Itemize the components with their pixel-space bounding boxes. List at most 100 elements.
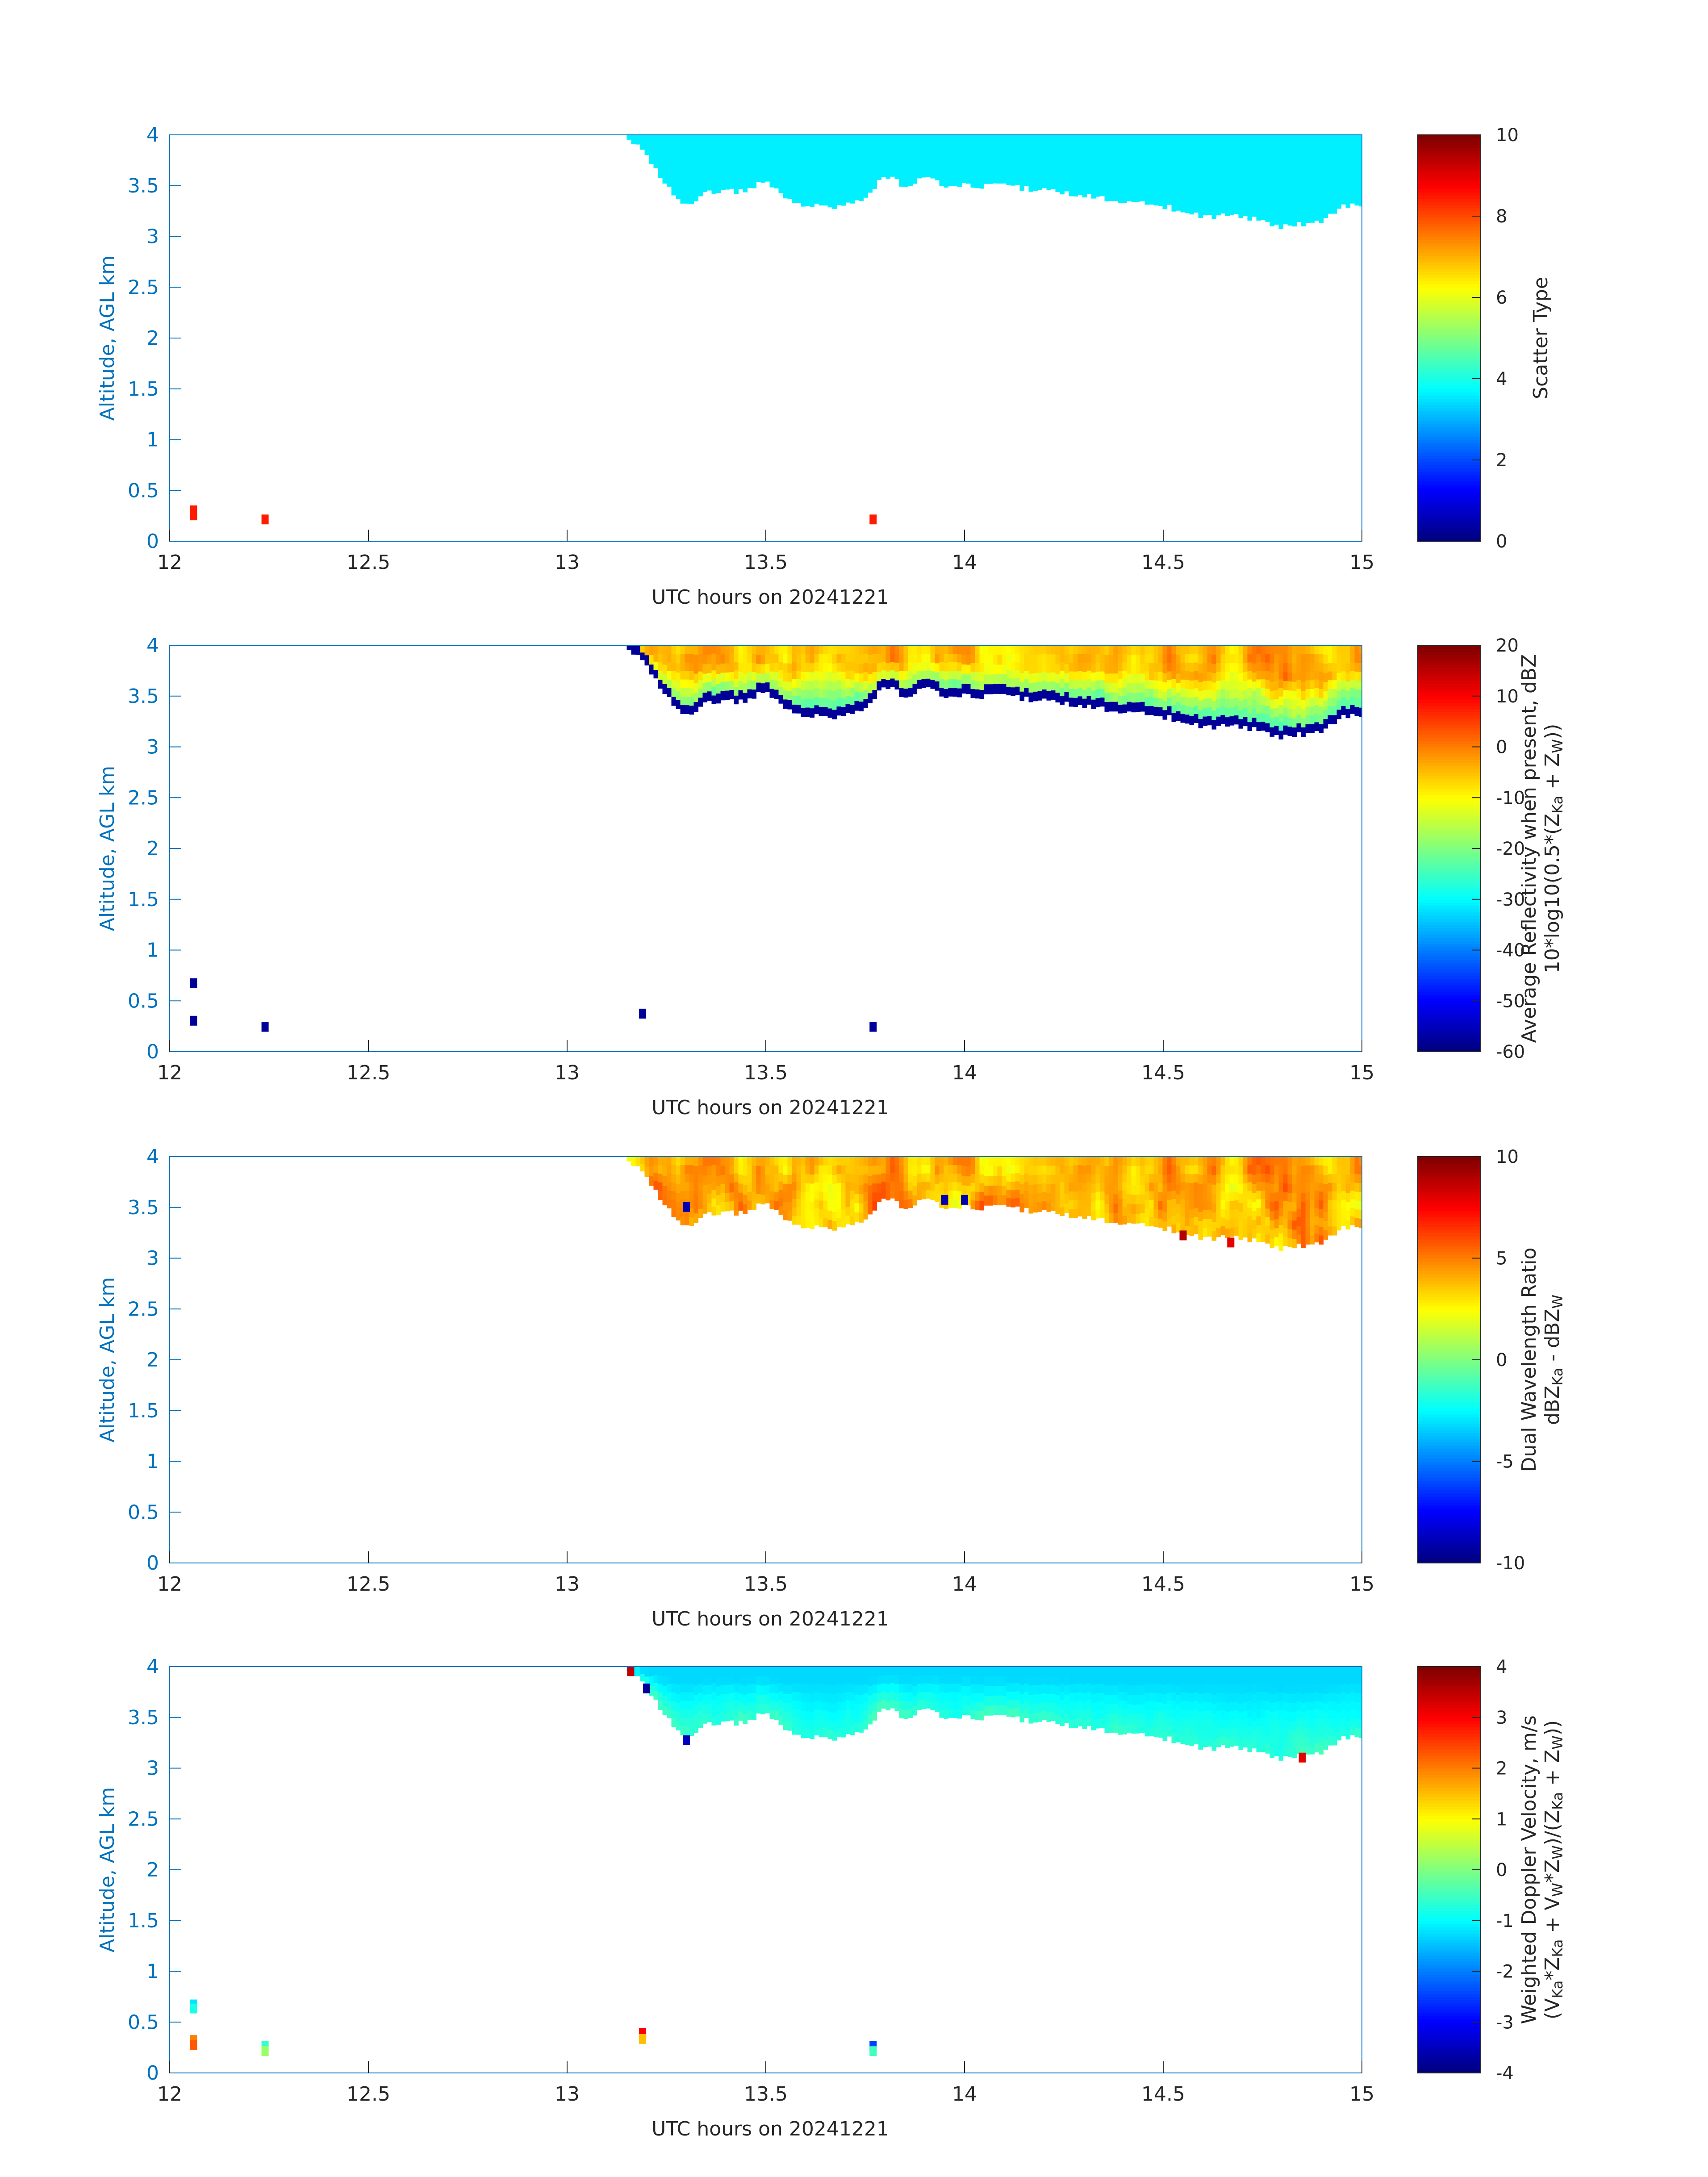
doppler-velocity-cloud-cell	[1060, 1667, 1065, 1676]
dual-wavelength-ratio-cloud-cell	[881, 1165, 886, 1174]
scatter-type-cloud-cell	[1323, 135, 1328, 145]
dual-wavelength-ratio-cloud-cell	[1314, 1233, 1320, 1243]
scatter-type-x-axis-label: UTC hours on 20241221	[651, 586, 889, 609]
scatter-type-cloud-cell	[1207, 179, 1212, 188]
scatter-type-cloud-cell	[1229, 206, 1235, 215]
reflectivity-cloud-cell	[1122, 653, 1128, 663]
reflectivity-colorbar-swatch	[1418, 829, 1480, 833]
dual-wavelength-ratio-cloud-cell	[814, 1208, 819, 1217]
doppler-velocity-cloud-cell	[787, 1684, 793, 1694]
scatter-type-cloud-cell	[671, 135, 677, 144]
doppler-velocity-cloud-cell	[930, 1684, 935, 1693]
dual-wavelength-ratio-cloud-cell	[1328, 1191, 1333, 1201]
scatter-type-y-tick-label: 1	[146, 429, 159, 451]
dual-wavelength-ratio-cloud-cell	[702, 1204, 708, 1214]
scatter-type-cloud-cell	[1314, 203, 1320, 213]
reflectivity-cloud-cell	[841, 689, 846, 699]
reflectivity-cloud-cell	[1345, 645, 1351, 655]
doppler-velocity-cloud-cell	[1185, 1692, 1190, 1702]
dual-wavelength-ratio-colorbar-swatch	[1418, 1477, 1480, 1481]
dual-wavelength-ratio-cloud-cell	[930, 1157, 935, 1166]
scatter-type-cloud-cell	[1283, 215, 1288, 225]
doppler-velocity-cloud-cell	[952, 1701, 958, 1709]
dual-wavelength-ratio-y-tick-label: 4	[146, 1145, 159, 1168]
dual-wavelength-ratio-cloud-cell	[1104, 1194, 1110, 1204]
doppler-velocity-cloud-cell	[787, 1712, 793, 1722]
dual-wavelength-ratio-x-tick-label: 12.5	[347, 1573, 390, 1596]
doppler-velocity-cloud-cell	[1028, 1704, 1034, 1714]
scatter-type-cloud-cell	[734, 168, 739, 177]
reflectivity-cloud-cell	[827, 672, 833, 682]
scatter-type-cloud-cell	[1109, 144, 1114, 154]
scatter-type-cloud-cell	[667, 152, 672, 161]
dual-wavelength-ratio-cloud-cell	[662, 1176, 668, 1186]
dual-wavelength-ratio-colorbar-swatch	[1418, 1493, 1480, 1497]
dual-wavelength-ratio-colorbar-swatch	[1418, 1550, 1480, 1554]
scatter-type-cloud-cell	[810, 144, 815, 153]
scatter-type-cloud-cell	[1332, 178, 1337, 188]
reflectivity-cloud-cell	[801, 690, 806, 699]
doppler-velocity-cloud-cell	[1073, 1719, 1078, 1728]
reflectivity-cloud-cell	[1024, 662, 1029, 671]
dual-wavelength-ratio-cloud-cell	[1243, 1210, 1248, 1220]
doppler-velocity-cloud-cell	[1024, 1692, 1029, 1701]
reflectivity-cloud-cell	[1033, 645, 1038, 655]
reflectivity-colorbar-swatch	[1418, 680, 1480, 684]
doppler-velocity-cloud-cell	[689, 1692, 694, 1701]
reflectivity-colorbar-swatch	[1418, 734, 1480, 738]
dual-wavelength-ratio-cloud-cell	[1158, 1209, 1163, 1219]
doppler-velocity-cloud-cell	[1220, 1719, 1226, 1728]
scatter-type-cloud-cell	[1265, 169, 1270, 179]
scatter-type-cloud-cell	[1019, 172, 1025, 182]
dual-wavelength-ratio-cloud-cell	[966, 1195, 971, 1206]
scatter-type-cloud-cell	[792, 177, 797, 186]
dual-wavelength-ratio-cloud-cell	[752, 1157, 757, 1166]
reflectivity-cloud-cell	[1082, 645, 1087, 655]
reflectivity-cloud-cell	[1283, 725, 1288, 735]
doppler-velocity-cloud-cell	[778, 1683, 784, 1692]
doppler-velocity-cloud-cell	[1270, 1694, 1275, 1704]
reflectivity-cloud-cell	[1341, 680, 1346, 689]
reflectivity-cloud-cell	[1243, 645, 1248, 655]
dual-wavelength-ratio-colorbar-swatch	[1418, 1439, 1480, 1443]
reflectivity-cloud-cell	[774, 663, 779, 673]
reflectivity-cloud-cell	[885, 645, 891, 655]
doppler-velocity-cloud-cell	[845, 1683, 851, 1692]
reflectivity-cloud-cell	[872, 654, 877, 664]
dual-wavelength-ratio-cloud-cell	[1167, 1165, 1172, 1174]
scatter-type-cloud-cell	[1171, 203, 1177, 212]
doppler-velocity-cloud-cell	[649, 1686, 654, 1696]
scatter-type-cloud-cell	[845, 177, 851, 186]
doppler-velocity-cloud-cell	[863, 1702, 869, 1712]
reflectivity-cloud-cell	[1247, 654, 1253, 663]
reflectivity-cloud-cell	[1104, 702, 1110, 712]
reflectivity-cloud-cell	[1292, 681, 1297, 691]
doppler-velocity-cloud-cell	[783, 1712, 788, 1722]
reflectivity-cloud-cell	[1216, 663, 1221, 673]
scatter-type-cloud-cell	[1319, 187, 1324, 197]
doppler-velocity-cloud-cell	[1256, 1667, 1261, 1676]
doppler-velocity-cloud-cell	[859, 1685, 864, 1695]
dual-wavelength-ratio-cloud-cell	[1310, 1235, 1315, 1245]
doppler-velocity-cloud-cell	[1118, 1709, 1123, 1718]
reflectivity-cloud-cell	[850, 645, 855, 654]
scatter-type-cloud-cell	[1109, 172, 1114, 183]
reflectivity-cloud-cell	[1055, 655, 1061, 665]
reflectivity-cloud-cell	[890, 678, 895, 687]
scatter-type-cloud-cell	[890, 143, 895, 152]
scatter-type-cloud-cell	[1319, 179, 1324, 188]
dual-wavelength-ratio-cloud-cell	[1301, 1202, 1306, 1212]
scatter-type-cloud-cell	[1216, 161, 1221, 171]
scatter-type-cloud-cell	[1292, 208, 1297, 217]
reflectivity-cloud-cell	[1305, 671, 1311, 681]
reflectivity-cloud-cell	[667, 645, 672, 654]
scatter-type-cloud-cell	[854, 163, 860, 173]
reflectivity-cloud-cell	[1082, 654, 1087, 664]
doppler-velocity-cloud-cell	[1176, 1676, 1181, 1686]
dual-wavelength-ratio-cloud-cell	[1359, 1201, 1362, 1211]
dual-wavelength-ratio-cloud-cell	[1220, 1157, 1226, 1166]
doppler-velocity-cloud-cell	[903, 1684, 909, 1693]
reflectivity-cloud-cell	[1328, 654, 1333, 663]
reflectivity-cloud-cell	[693, 655, 699, 665]
